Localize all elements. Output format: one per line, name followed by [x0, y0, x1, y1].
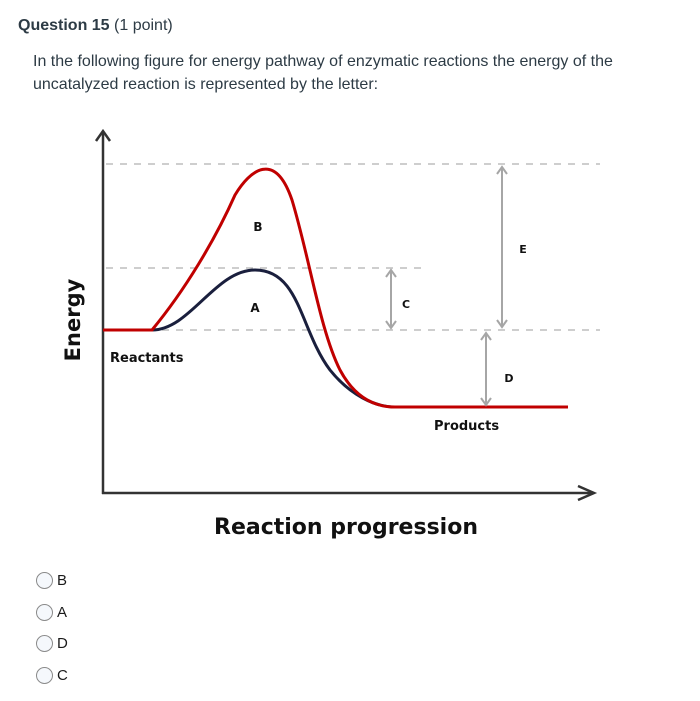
label-c: C	[402, 298, 410, 311]
label-b: B	[253, 220, 262, 234]
uncatalyzed-curve	[103, 167, 568, 409]
label-e: E	[519, 243, 527, 256]
arrow-e-head-bottom	[496, 319, 508, 329]
option-label: C	[57, 667, 68, 684]
measure-arrows	[385, 165, 508, 407]
arrow-c-head-top	[385, 268, 397, 278]
arrow-d-head-top	[480, 331, 492, 341]
dashed-guides	[106, 163, 600, 331]
reactants-label: Reactants	[110, 351, 184, 366]
radio-button[interactable]	[36, 635, 53, 652]
arrow-e-head-top	[496, 165, 508, 175]
radio-button[interactable]	[36, 667, 53, 684]
label-a: A	[250, 301, 260, 315]
question-points: (1 point)	[114, 17, 173, 34]
label-d: D	[504, 372, 513, 385]
y-axis-arrowhead	[94, 128, 112, 142]
x-axis-arrowhead	[577, 484, 598, 502]
question-text: In the following figure for energy pathw…	[33, 53, 613, 93]
catalyzed-curve	[151, 268, 396, 409]
question-title: Question 15 (1 point)	[18, 17, 173, 35]
option-c[interactable]: C	[36, 667, 68, 684]
arrow-d-head-bottom	[480, 397, 492, 407]
y-axis-label: Energy	[61, 278, 85, 361]
option-label: B	[57, 572, 68, 589]
radio-button[interactable]	[36, 604, 53, 621]
arrow-c-head-bottom	[385, 320, 397, 330]
option-a[interactable]: A	[36, 604, 67, 621]
option-label: D	[57, 635, 68, 652]
x-axis-label: Reaction progression	[214, 515, 478, 540]
option-d[interactable]: D	[36, 635, 68, 652]
question-number: Question 15	[18, 17, 110, 34]
option-b[interactable]: B	[36, 572, 67, 589]
option-label: A	[57, 604, 68, 621]
axes	[94, 128, 598, 502]
products-label: Products	[434, 419, 499, 434]
radio-button[interactable]	[36, 572, 53, 589]
